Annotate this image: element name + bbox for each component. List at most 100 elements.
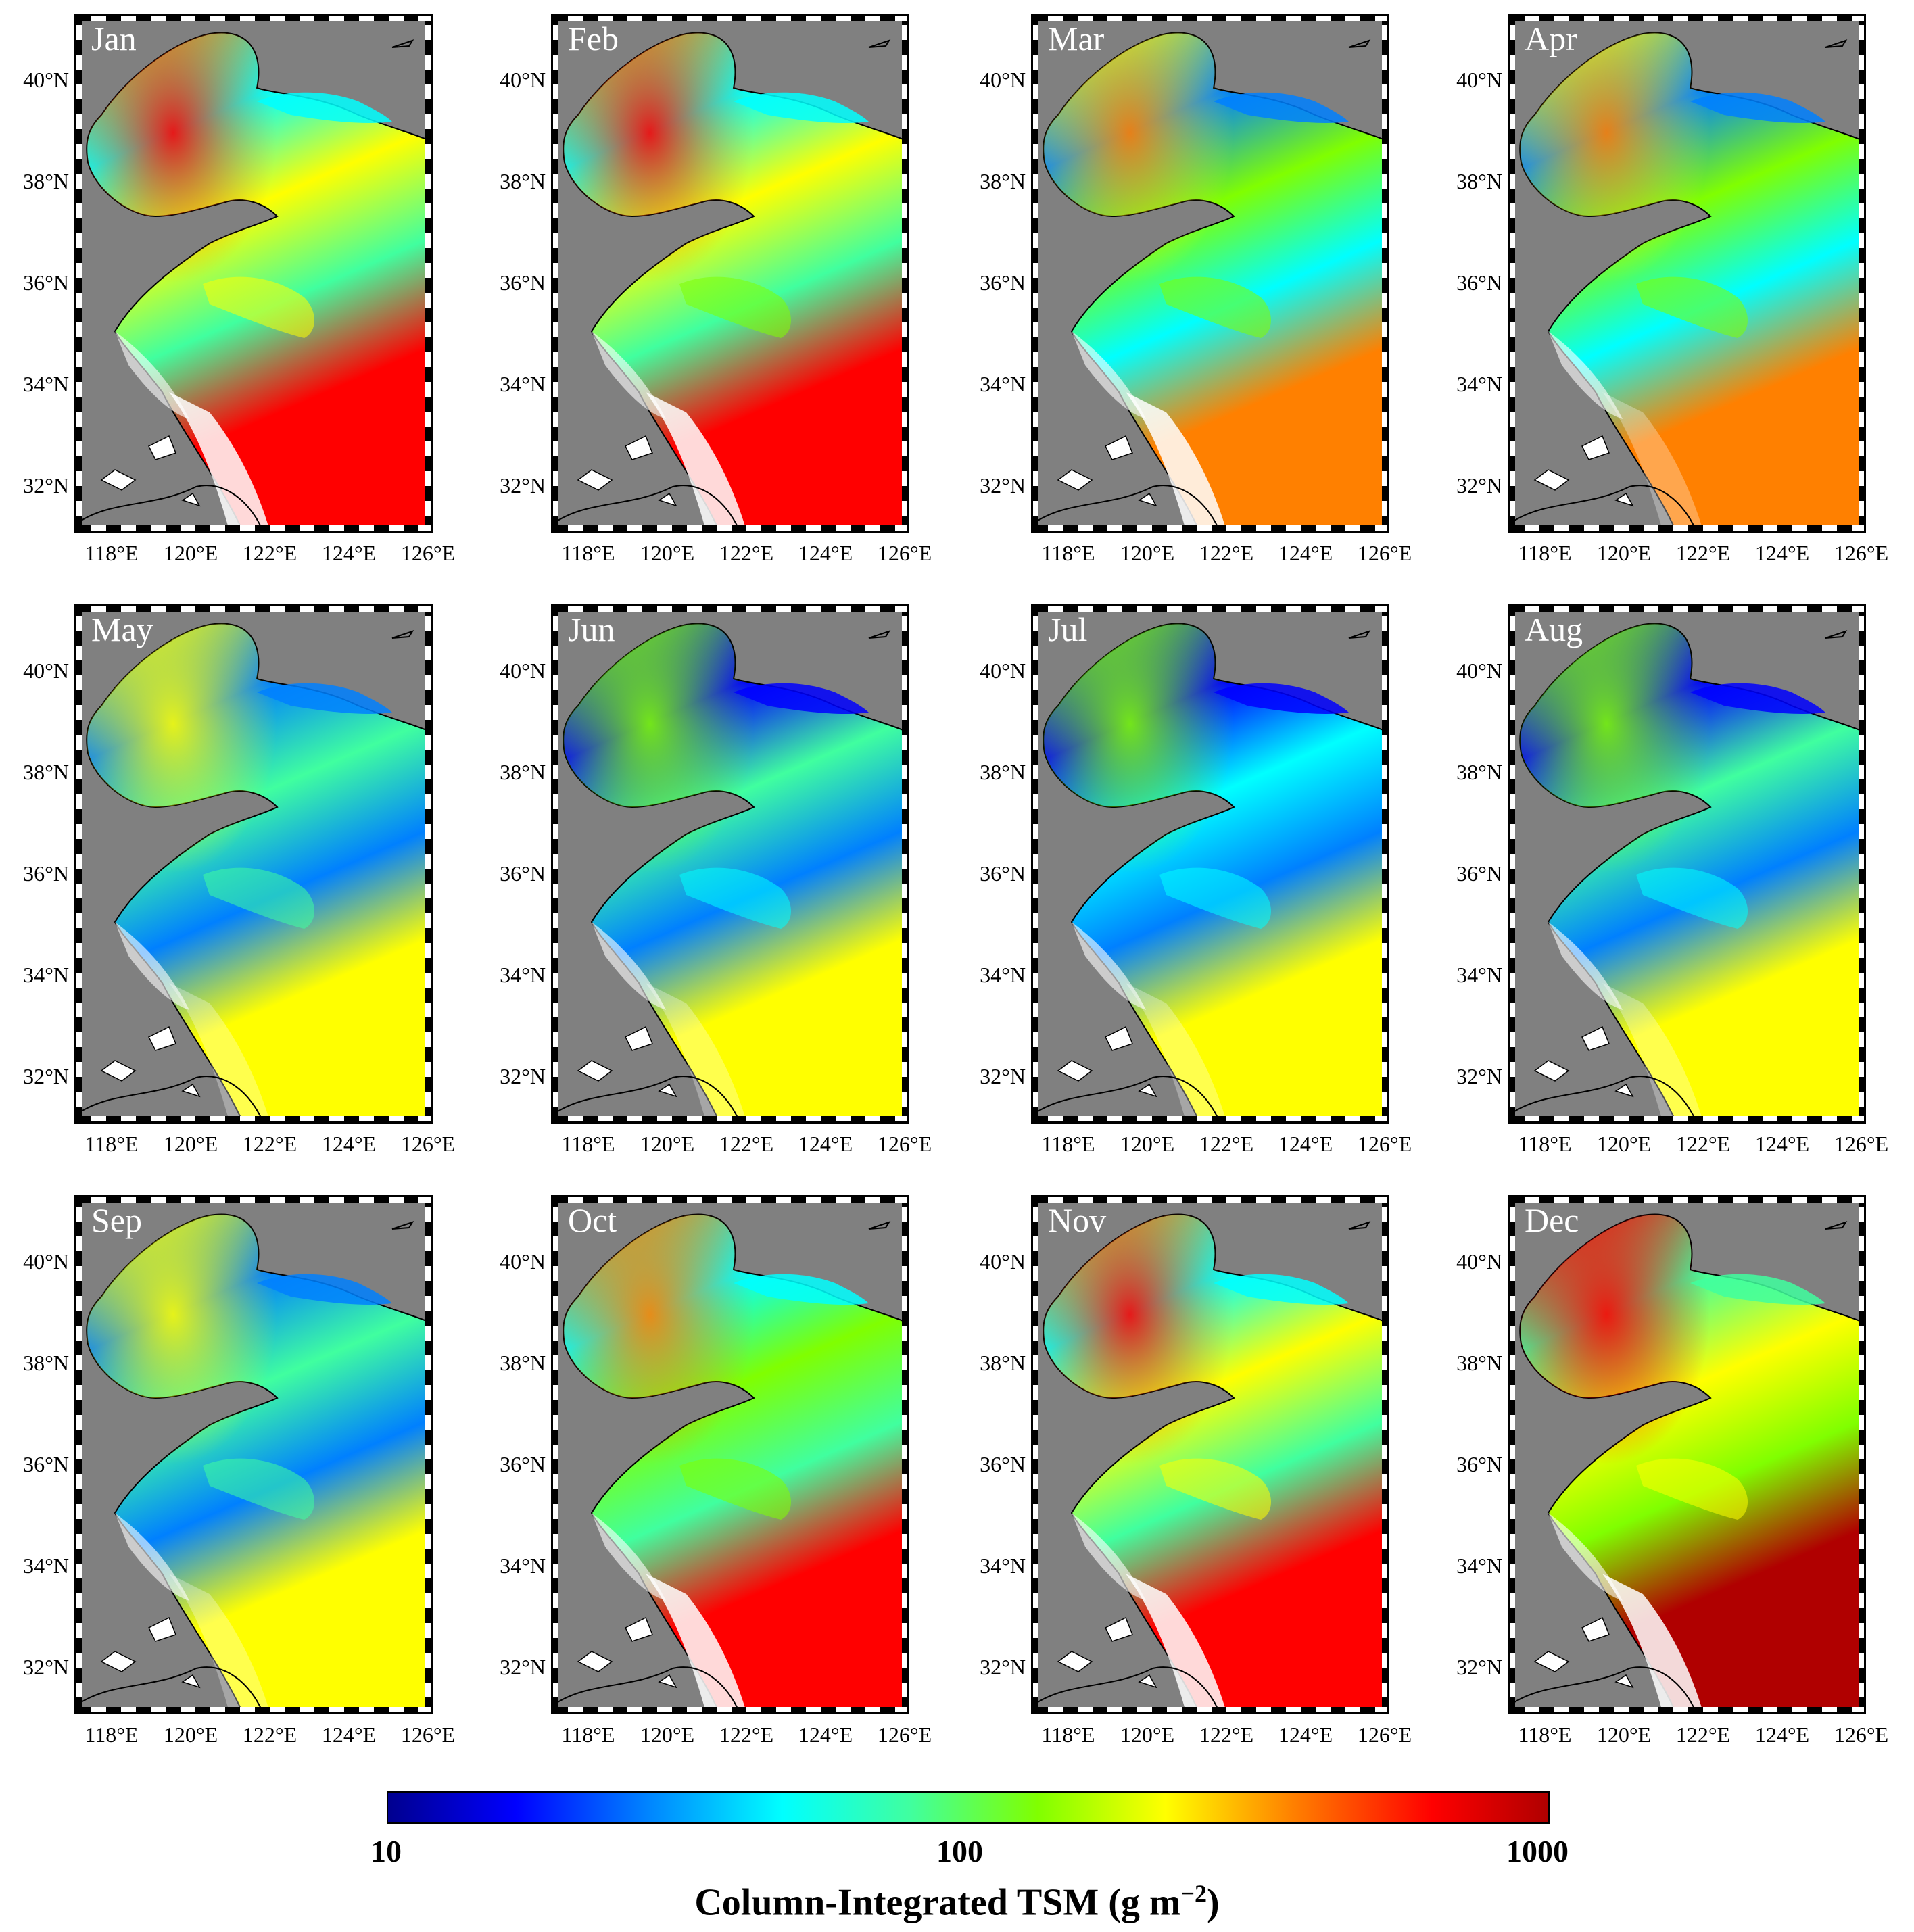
latitude-label: 36°N	[980, 1452, 1026, 1476]
latitude-label: 40°N	[23, 68, 69, 92]
longitude-label: 122°E	[1199, 1722, 1254, 1747]
latitude-label: 32°N	[23, 1655, 69, 1679]
longitude-label: 122°E	[1675, 1722, 1731, 1747]
longitude-label: 118°E	[1041, 541, 1095, 565]
latitude-label: 40°N	[980, 68, 1026, 92]
latitude-label: 40°N	[1456, 68, 1502, 92]
latitude-label: 38°N	[1456, 169, 1502, 193]
longitude-label: 120°E	[163, 1722, 218, 1747]
colorbar-title-main: Column-Integrated TSM (g m	[694, 1881, 1181, 1924]
latitude-label: 38°N	[980, 1351, 1026, 1375]
map-area	[1031, 14, 1389, 533]
latitude-label: 36°N	[500, 861, 546, 886]
latitude-label: 34°N	[1456, 1553, 1502, 1578]
month-label: May	[91, 610, 153, 648]
longitude-label: 124°E	[798, 1722, 853, 1747]
latitude-label: 40°N	[23, 658, 69, 683]
latitude-label: 38°N	[980, 169, 1026, 193]
latitude-label: 32°N	[1456, 473, 1502, 498]
latitude-label: 32°N	[500, 1655, 546, 1679]
colorbar-tick-10: 10	[370, 1834, 402, 1868]
month-label: Jun	[568, 610, 615, 648]
latitude-label: 34°N	[1456, 963, 1502, 987]
latitude-label: 38°N	[980, 760, 1026, 784]
map-area	[551, 604, 909, 1124]
month-label: Feb	[568, 20, 619, 57]
colorbar-tick-100: 100	[936, 1834, 983, 1868]
longitude-label: 118°E	[1518, 1722, 1572, 1747]
longitude-label: 118°E	[561, 1722, 615, 1747]
latitude-label: 36°N	[1456, 861, 1502, 886]
latitude-label: 38°N	[500, 760, 546, 784]
longitude-label: 126°E	[1357, 1132, 1412, 1156]
latitude-label: 32°N	[1456, 1655, 1502, 1679]
longitude-label: 120°E	[1120, 541, 1175, 565]
latitude-label: 40°N	[980, 658, 1026, 683]
longitude-label: 122°E	[242, 1722, 297, 1747]
longitude-label: 122°E	[719, 541, 774, 565]
month-label: Sep	[91, 1201, 142, 1239]
map-panel-mar: Mar 40°N 38°N 36°N 34°N 32°N 118°E 120°E 122°E 12…	[957, 0, 1430, 581]
longitude-label: 124°E	[321, 1132, 377, 1156]
latitude-label: 32°N	[500, 473, 546, 498]
longitude-label: 124°E	[1278, 1132, 1333, 1156]
longitude-label: 118°E	[1518, 541, 1572, 565]
latitude-label: 38°N	[500, 1351, 546, 1375]
map-panel-apr: Apr 40°N 38°N 36°N 34°N 32°N 118°E 120°E 122°E 12…	[1433, 0, 1907, 581]
latitude-label: 40°N	[500, 658, 546, 683]
latitude-label: 32°N	[1456, 1064, 1502, 1088]
longitude-label: 118°E	[1041, 1722, 1095, 1747]
month-label: Dec	[1525, 1201, 1579, 1239]
longitude-label: 124°E	[1754, 1132, 1810, 1156]
longitude-label: 122°E	[242, 1132, 297, 1156]
latitude-label: 36°N	[23, 1452, 69, 1476]
map-area	[74, 604, 433, 1124]
map-panel-may: May 40°N 38°N 36°N 34°N 32°N 118°E 120°E 122°E 12…	[0, 591, 473, 1172]
latitude-label: 36°N	[500, 1452, 546, 1476]
longitude-label: 120°E	[640, 1132, 695, 1156]
latitude-label: 40°N	[980, 1249, 1026, 1274]
longitude-label: 124°E	[1278, 1722, 1333, 1747]
latitude-label: 34°N	[23, 372, 69, 396]
map-panel-jan: Jan 40°N 38°N 36°N 34°N 32°N 118°E 120°E 122°E 12…	[0, 0, 473, 581]
latitude-label: 36°N	[1456, 270, 1502, 295]
month-label: Jul	[1048, 610, 1088, 648]
longitude-label: 124°E	[321, 1722, 377, 1747]
latitude-label: 36°N	[980, 270, 1026, 295]
map-area	[1508, 14, 1866, 533]
map-panel-oct: Oct 40°N 38°N 36°N 34°N 32°N 118°E 120°E 122°E 12…	[477, 1182, 950, 1763]
longitude-label: 126°E	[1357, 541, 1412, 565]
longitude-label: 126°E	[400, 1132, 456, 1156]
colorbar-tick-1000: 1000	[1506, 1834, 1569, 1868]
month-label: Aug	[1525, 610, 1583, 648]
map-area	[74, 1195, 433, 1714]
longitude-label: 120°E	[163, 541, 218, 565]
longitude-label: 124°E	[321, 541, 377, 565]
longitude-label: 120°E	[1120, 1722, 1175, 1747]
longitude-label: 118°E	[1041, 1132, 1095, 1156]
map-area	[1031, 1195, 1389, 1714]
colorbar-title: Column-Integrated TSM (g m−2)	[0, 1879, 1914, 1925]
longitude-label: 122°E	[1675, 541, 1731, 565]
latitude-label: 36°N	[500, 270, 546, 295]
latitude-label: 38°N	[23, 169, 69, 193]
latitude-label: 34°N	[23, 963, 69, 987]
month-label: Nov	[1048, 1201, 1107, 1239]
map-area	[551, 1195, 909, 1714]
map-area	[1031, 604, 1389, 1124]
latitude-label: 38°N	[1456, 1351, 1502, 1375]
longitude-label: 120°E	[640, 541, 695, 565]
longitude-label: 124°E	[1754, 541, 1810, 565]
colorbar	[387, 1791, 1550, 1824]
longitude-label: 126°E	[877, 1722, 932, 1747]
month-label: Mar	[1048, 20, 1105, 57]
latitude-label: 36°N	[980, 861, 1026, 886]
longitude-label: 126°E	[1834, 1132, 1889, 1156]
latitude-label: 32°N	[980, 1655, 1026, 1679]
map-area	[551, 14, 909, 533]
longitude-label: 118°E	[561, 1132, 615, 1156]
latitude-label: 36°N	[23, 861, 69, 886]
longitude-label: 124°E	[1278, 541, 1333, 565]
longitude-label: 122°E	[1675, 1132, 1731, 1156]
